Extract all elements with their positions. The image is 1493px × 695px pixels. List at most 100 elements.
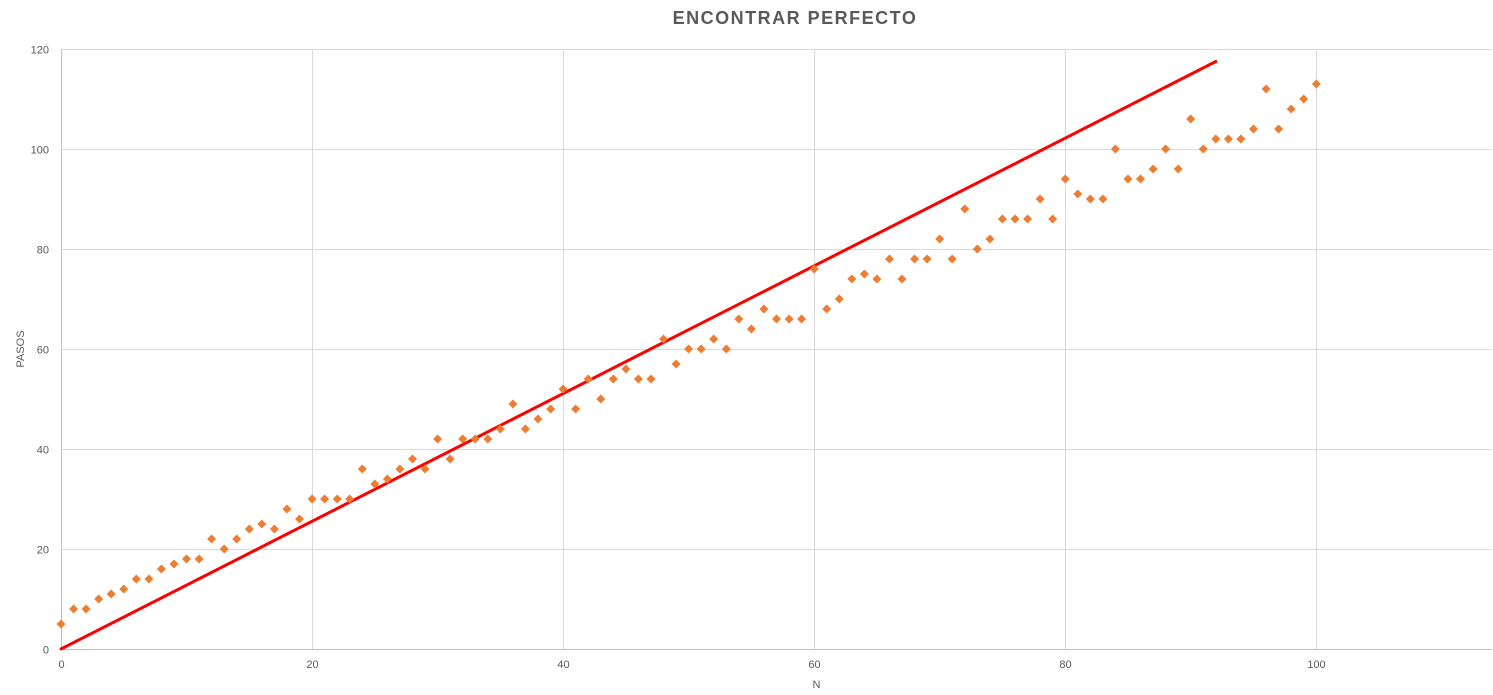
data-point — [985, 234, 995, 244]
data-point — [1098, 194, 1108, 204]
data-point — [282, 504, 292, 514]
data-point — [1035, 194, 1045, 204]
data-point — [1186, 114, 1196, 124]
y-tick-label: 40 — [37, 445, 49, 457]
data-point — [533, 414, 543, 424]
data-point — [960, 204, 970, 214]
data-point — [872, 274, 882, 284]
x-tick-label: 60 — [808, 659, 820, 671]
data-point — [797, 314, 807, 324]
data-point — [1136, 174, 1145, 184]
data-point — [997, 214, 1007, 224]
data-point — [608, 374, 618, 384]
data-point — [408, 454, 417, 464]
data-point — [169, 559, 179, 569]
data-point — [746, 324, 756, 334]
data-point — [144, 574, 154, 584]
data-point — [182, 554, 191, 564]
x-axis-title: N — [813, 679, 821, 691]
data-point — [257, 519, 267, 529]
data-point — [1299, 94, 1309, 104]
y-tick-label: 100 — [31, 145, 49, 157]
data-point — [106, 589, 116, 599]
data-point — [1085, 194, 1095, 204]
y-tick-label: 0 — [43, 645, 49, 657]
data-point — [1261, 84, 1271, 94]
data-point — [69, 604, 79, 614]
y-tick-label: 20 — [37, 545, 49, 557]
y-tick-label: 60 — [37, 345, 49, 357]
data-point — [571, 404, 581, 414]
data-point — [684, 344, 694, 354]
data-point — [357, 464, 367, 474]
data-point — [1148, 164, 1158, 174]
data-point — [307, 494, 317, 504]
data-point — [1274, 124, 1284, 134]
data-point — [546, 404, 556, 414]
data-point — [659, 334, 668, 344]
data-point — [621, 364, 631, 374]
data-point — [94, 594, 104, 604]
data-point — [1223, 134, 1233, 144]
data-point — [1060, 174, 1070, 184]
data-point — [809, 264, 819, 274]
data-point — [558, 384, 568, 394]
data-point — [345, 494, 355, 504]
data-point — [445, 454, 455, 464]
data-point — [244, 524, 254, 534]
data-point — [646, 374, 656, 384]
data-point — [1123, 174, 1133, 184]
x-tick-label: 100 — [1307, 659, 1325, 671]
x-tick-label: 40 — [557, 659, 569, 671]
data-point — [1048, 214, 1058, 224]
data-point — [596, 394, 606, 404]
data-point — [483, 434, 493, 444]
data-point — [910, 254, 920, 264]
data-point — [508, 399, 518, 409]
data-point — [1198, 144, 1208, 154]
data-point — [671, 359, 681, 369]
data-point — [232, 534, 242, 544]
data-point — [709, 334, 719, 344]
data-point — [470, 434, 480, 444]
data-point — [1161, 144, 1171, 154]
data-point — [834, 294, 844, 304]
data-point — [734, 314, 744, 324]
data-point — [295, 514, 304, 524]
data-point — [633, 374, 643, 384]
data-point — [119, 584, 129, 594]
data-point — [897, 274, 907, 284]
data-point — [131, 574, 141, 584]
trend-line — [59, 60, 1218, 651]
x-tick-label: 0 — [58, 659, 64, 671]
data-point — [721, 344, 731, 354]
data-point — [395, 464, 405, 474]
x-tick-label: 80 — [1059, 659, 1071, 671]
data-point — [56, 619, 66, 629]
data-point — [1236, 134, 1246, 144]
data-point — [207, 534, 217, 544]
data-point — [696, 344, 706, 354]
data-point — [495, 424, 505, 434]
data-point — [1249, 124, 1258, 134]
y-axis-title: PASOS — [15, 330, 27, 367]
data-point — [420, 464, 430, 474]
data-point — [1286, 104, 1296, 114]
data-point — [922, 254, 932, 264]
data-point — [433, 434, 443, 444]
data-point — [1173, 164, 1183, 174]
data-point — [320, 494, 330, 504]
data-point — [219, 544, 229, 554]
data-point — [583, 374, 593, 384]
data-point — [382, 474, 392, 484]
data-point — [859, 269, 869, 279]
data-point — [885, 254, 894, 264]
data-point — [458, 434, 468, 444]
x-tick-label: 20 — [306, 659, 318, 671]
data-point — [847, 274, 857, 284]
chart-title: ENCONTRAR PERFECTO — [672, 8, 918, 28]
data-point — [81, 604, 91, 614]
data-point — [194, 554, 204, 564]
